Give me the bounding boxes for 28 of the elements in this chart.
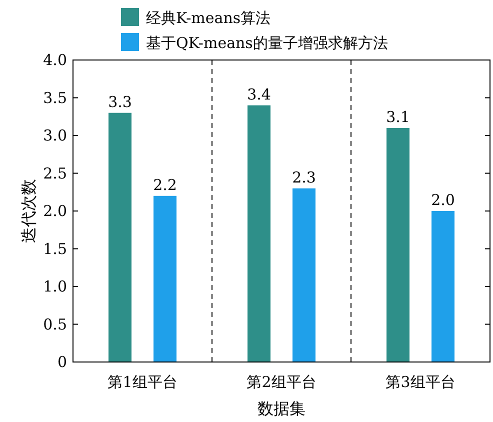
x-tick-label: 第1组平台 — [108, 373, 178, 391]
data-label: 2.2 — [153, 176, 177, 194]
y-tick-label: 1.5 — [43, 240, 67, 258]
x-tick-label: 第3组平台 — [386, 373, 456, 391]
data-label: 3.3 — [108, 92, 132, 111]
y-tick-label: 4.0 — [43, 51, 67, 69]
y-tick-label: 0 — [57, 353, 67, 371]
x-tick-label: 第2组平台 — [246, 373, 316, 391]
y-tick-label: 3.0 — [43, 126, 67, 144]
y-axis-title: 迭代次数 — [19, 179, 38, 243]
y-tick-label: 2.0 — [43, 202, 67, 220]
legend-label: 经典K-means算法 — [146, 9, 271, 27]
data-label: 2.0 — [431, 191, 455, 209]
y-tick-label: 0.5 — [43, 315, 67, 334]
y-tick-label: 1.0 — [43, 278, 67, 296]
data-label: 2.3 — [292, 168, 316, 186]
bar — [248, 105, 270, 362]
y-tick-label: 2.5 — [43, 164, 67, 182]
bar — [154, 196, 176, 362]
data-label: 3.4 — [247, 85, 271, 104]
x-axis-title: 数据集 — [258, 399, 306, 418]
bar — [432, 211, 454, 362]
y-tick-label: 3.5 — [43, 88, 67, 107]
bar — [386, 128, 410, 362]
bar — [108, 112, 132, 362]
data-label: 3.1 — [386, 108, 410, 126]
bar — [292, 188, 316, 362]
legend-label: 基于QK-means的量子增强求解方法 — [146, 34, 388, 52]
